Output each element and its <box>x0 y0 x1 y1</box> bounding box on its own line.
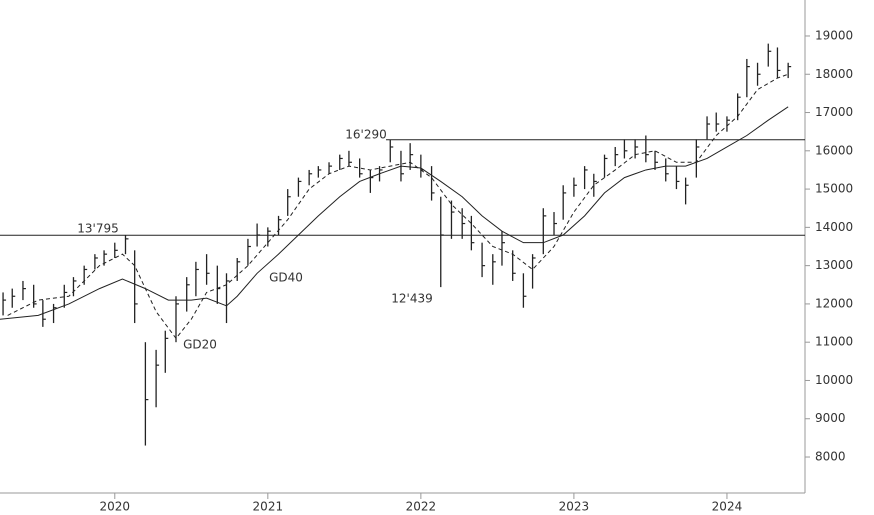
series-label: GD20 <box>183 338 217 352</box>
x-tick-label: 2020 <box>100 500 131 514</box>
level-label: 16'290 <box>345 128 386 142</box>
y-tick-label: 19000 <box>815 28 853 42</box>
y-tick-label: 15000 <box>815 182 853 196</box>
y-tick-label: 9000 <box>815 411 846 425</box>
y-tick-label: 10000 <box>815 373 853 387</box>
series-label: GD40 <box>269 271 303 285</box>
low-label: 12'439 <box>391 292 432 306</box>
moving-average <box>7 73 789 340</box>
x-tick-label: 2024 <box>712 500 743 514</box>
y-tick-label: 13000 <box>815 258 853 272</box>
y-tick-label: 17000 <box>815 105 853 119</box>
x-tick-label: 2023 <box>559 500 590 514</box>
y-tick-label: 11000 <box>815 335 853 349</box>
y-tick-label: 18000 <box>815 67 853 81</box>
y-tick-label: 8000 <box>815 450 846 464</box>
y-tick-label: 14000 <box>815 220 853 234</box>
y-tick-label: 16000 <box>815 143 853 157</box>
moving-average <box>0 106 789 320</box>
level-label: 13'795 <box>77 222 118 236</box>
x-tick-label: 2021 <box>253 500 284 514</box>
x-tick-label: 2022 <box>406 500 437 514</box>
y-tick-label: 12000 <box>815 296 853 310</box>
